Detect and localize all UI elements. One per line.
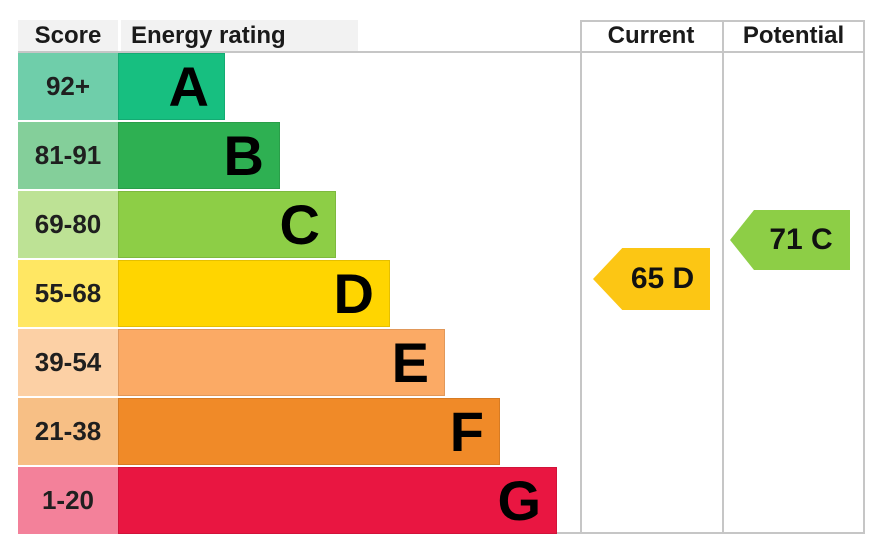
potential-rating-label: 71 C <box>769 223 833 256</box>
current-column-left-border <box>580 20 582 534</box>
score-range-e: 39-54 <box>18 329 118 396</box>
band-row-g: 1-20 G <box>18 467 580 534</box>
header-score: Score <box>18 20 118 51</box>
band-row-b: 81-91 B <box>18 122 580 189</box>
band-row-f: 21-38 F <box>18 398 580 465</box>
score-range-f: 21-38 <box>18 398 118 465</box>
band-row-e: 39-54 E <box>18 329 580 396</box>
band-row-a: 92+ A <box>18 53 580 120</box>
band-bar-b: B <box>118 122 280 189</box>
score-range-b: 81-91 <box>18 122 118 189</box>
header-current: Current <box>607 21 695 49</box>
band-bar-a: A <box>118 53 225 120</box>
band-row-c: 69-80 C <box>18 191 580 258</box>
band-bar-f: F <box>118 398 500 465</box>
current-rating-label: 65 D <box>630 262 695 295</box>
header-potential: Potential <box>742 21 845 49</box>
potential-rating-arrow: 71 C <box>730 210 850 270</box>
band-bar-c: C <box>118 191 336 258</box>
score-range-a: 92+ <box>18 53 118 120</box>
header-underline <box>18 51 865 53</box>
epc-chart-body: Score Energy rating Current Potential 92… <box>18 20 865 534</box>
score-range-c: 69-80 <box>18 191 118 258</box>
table-right-border <box>863 20 865 534</box>
header-energy-rating: Energy rating <box>121 20 358 51</box>
score-range-d: 55-68 <box>18 260 118 327</box>
table-top-border <box>580 20 865 22</box>
band-bar-e: E <box>118 329 445 396</box>
band-bar-g: G <box>118 467 557 534</box>
potential-column-left-border <box>722 20 724 534</box>
band-bar-d: D <box>118 260 390 327</box>
current-rating-arrow: 65 D <box>593 248 710 310</box>
score-range-g: 1-20 <box>18 467 118 534</box>
band-row-d: 55-68 D <box>18 260 580 327</box>
